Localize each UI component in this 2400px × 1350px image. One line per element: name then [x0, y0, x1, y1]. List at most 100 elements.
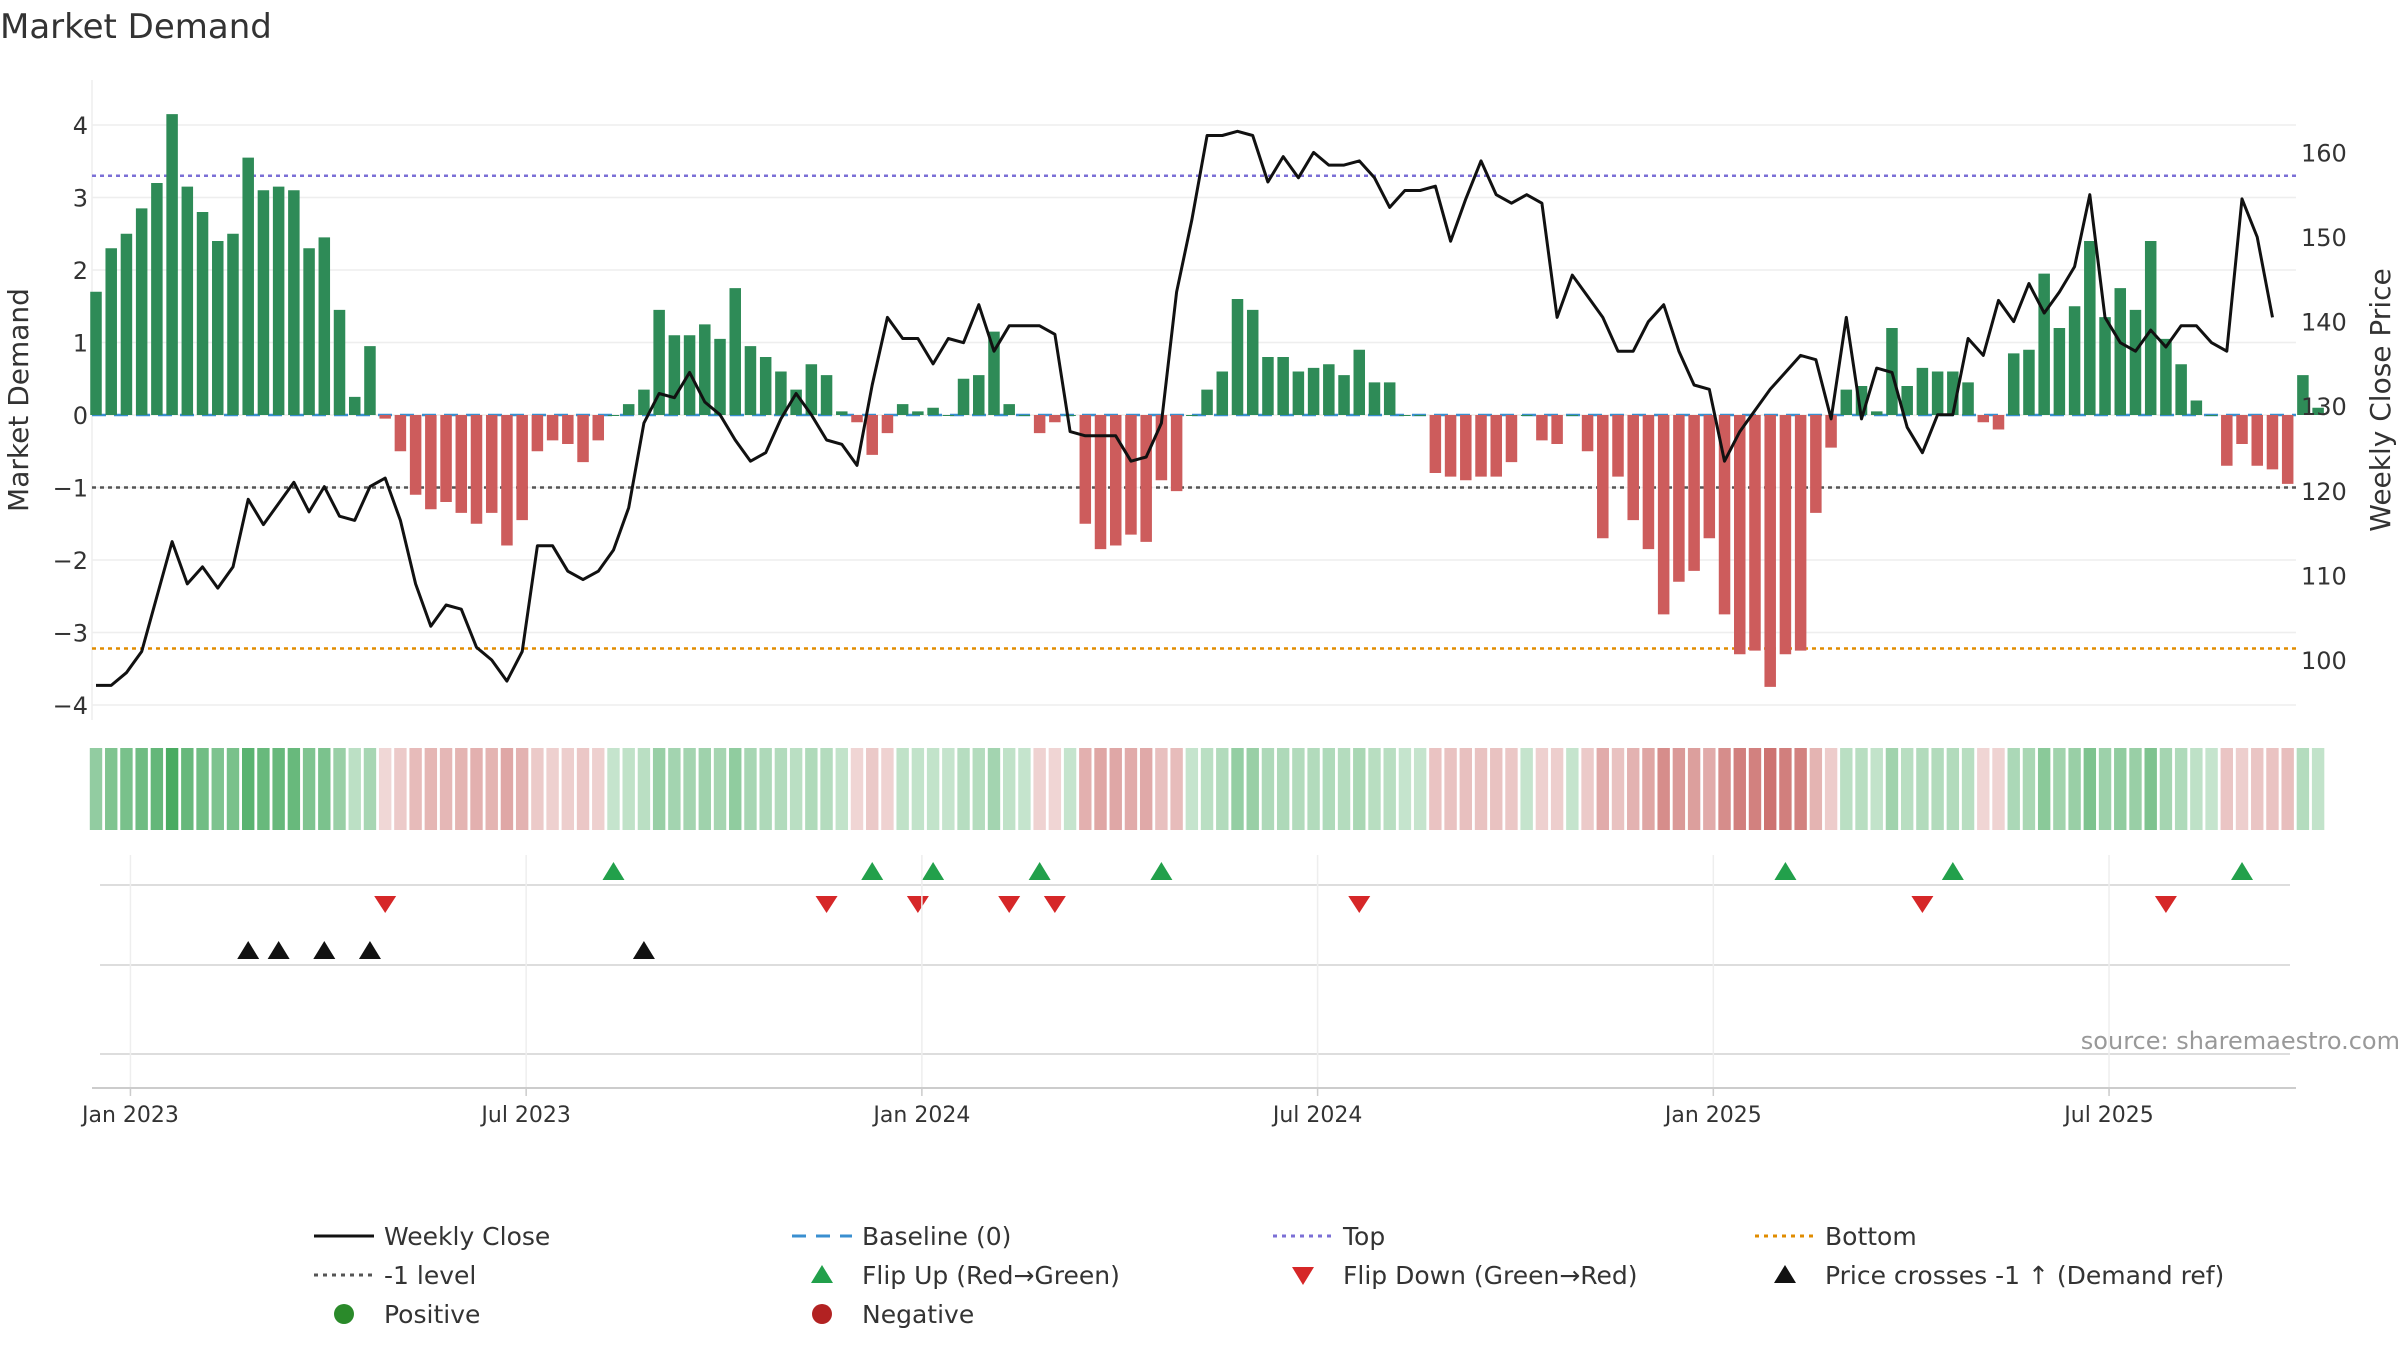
- x-tick-label: Jan 2024: [871, 1103, 970, 1128]
- heat-cell: [1961, 748, 1975, 830]
- legend-label: Weekly Close: [384, 1222, 550, 1251]
- legend-label: Positive: [384, 1300, 480, 1329]
- demand-bar: [836, 411, 848, 415]
- demand-bar: [1916, 367, 1929, 415]
- demand-bar: [2297, 375, 2309, 415]
- demand-bar: [2281, 415, 2294, 484]
- price-cross-marker: [632, 941, 655, 959]
- demand-bar: [470, 415, 483, 524]
- heat-cell: [2190, 748, 2203, 830]
- legend-label: Baseline (0): [862, 1222, 1011, 1251]
- demand-bar: [1657, 415, 1670, 615]
- demand-bar: [2084, 241, 2096, 415]
- demand-bar: [516, 415, 528, 521]
- flip-down-marker: [906, 896, 929, 913]
- demand-bar: [2175, 364, 2187, 415]
- heat-cell: [2174, 748, 2188, 830]
- heat-cell: [302, 748, 316, 830]
- flip-up-marker: [1941, 862, 1964, 880]
- y2-tick-label: 100: [2301, 647, 2347, 675]
- heat-cell: [2129, 748, 2142, 830]
- demand-bar: [1734, 415, 1746, 655]
- demand-bar: [2068, 306, 2081, 415]
- heat-cell: [972, 748, 985, 830]
- demand-bar: [425, 415, 437, 510]
- heat-cell: [561, 748, 575, 830]
- flip-down-marker: [374, 896, 397, 913]
- legend-swatch-triangle-up: [1774, 1265, 1796, 1283]
- heat-cell: [1764, 748, 1777, 830]
- demand-bar: [1460, 415, 1472, 481]
- demand-bar: [379, 415, 391, 419]
- demand-bar: [2129, 309, 2142, 415]
- flip-down-marker: [1911, 896, 1934, 913]
- legend-label: Flip Up (Red→Green): [862, 1261, 1120, 1290]
- demand-bar: [364, 346, 376, 415]
- heat-cell: [2098, 748, 2112, 830]
- y-tick-label: 4: [73, 112, 88, 140]
- heat-cell: [789, 748, 803, 830]
- price-cross-marker: [358, 941, 381, 959]
- heat-cell: [1566, 748, 1579, 830]
- legend-item: -1 level: [314, 1261, 476, 1290]
- heat-cell: [272, 748, 285, 830]
- demand-bar: [2114, 288, 2127, 415]
- heat-cell: [1413, 748, 1427, 830]
- legend-label: Negative: [862, 1300, 974, 1329]
- demand-bar: [288, 190, 300, 415]
- heat-cell: [2144, 748, 2157, 830]
- demand-bar: [577, 415, 589, 463]
- flip-up-marker: [1028, 862, 1051, 880]
- demand-bar: [957, 378, 970, 415]
- demand-bar: [196, 212, 209, 415]
- demand-bar: [303, 248, 315, 415]
- heat-cell: [896, 748, 909, 830]
- heat-cell: [1322, 748, 1336, 830]
- heat-cell: [2114, 748, 2127, 830]
- heat-cell: [181, 748, 194, 830]
- demand-bar: [1338, 375, 1350, 415]
- demand-bar: [1018, 415, 1031, 416]
- demand-bar: [851, 415, 863, 423]
- heat-cell: [637, 748, 651, 830]
- demand-bar: [166, 114, 178, 415]
- demand-bar: [2312, 407, 2324, 415]
- heat-cell: [1048, 748, 1062, 830]
- demand-bar: [1125, 415, 1137, 535]
- y-tick-label: −1: [53, 475, 88, 503]
- heat-cell: [196, 748, 209, 830]
- demand-bar: [1170, 415, 1183, 492]
- heat-cell: [211, 748, 224, 830]
- demand-bar: [1383, 382, 1396, 415]
- demand-bar: [1855, 386, 1868, 415]
- y-tick-label: 2: [73, 257, 88, 285]
- heat-cell: [1383, 748, 1396, 830]
- heat-cell: [1748, 748, 1762, 830]
- heat-cell: [957, 748, 970, 830]
- demand-bar: [927, 407, 939, 415]
- flip-up-marker: [861, 862, 884, 880]
- demand-bar: [912, 411, 924, 415]
- heat-cell: [1139, 748, 1153, 830]
- price-cross-marker: [237, 941, 260, 959]
- demand-bar: [1825, 415, 1837, 448]
- demand-bar: [1688, 415, 1700, 571]
- heat-cell: [1596, 748, 1609, 830]
- demand-bar: [2221, 415, 2233, 466]
- heat-cell: [2220, 748, 2233, 830]
- heat-cell: [439, 748, 453, 830]
- heat-cell: [2296, 748, 2310, 830]
- demand-bar: [1475, 415, 1487, 477]
- demand-bar: [2160, 338, 2172, 415]
- heat-cell: [2235, 748, 2249, 830]
- demand-bar: [531, 415, 544, 452]
- y2-tick-label: 120: [2301, 478, 2347, 506]
- demand-bar: [896, 404, 909, 415]
- demand-bar: [181, 186, 194, 415]
- demand-bar: [1870, 411, 1883, 415]
- heat-cell: [135, 748, 148, 830]
- heat-cell: [1550, 748, 1564, 830]
- heat-cell: [576, 748, 590, 830]
- demand-bar: [212, 241, 224, 415]
- event-markers: [100, 862, 2290, 1055]
